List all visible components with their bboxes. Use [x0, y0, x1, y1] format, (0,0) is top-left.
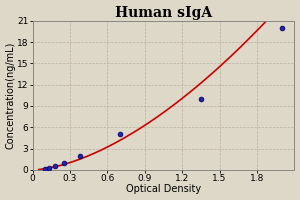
Y-axis label: Concentration(ng/mL): Concentration(ng/mL): [6, 42, 16, 149]
Point: [280, 26, 284, 29]
X-axis label: Optical Density: Optical Density: [126, 184, 201, 194]
Point: [46, 166, 51, 169]
Point: [118, 133, 122, 136]
Point: [199, 97, 203, 100]
Point: [78, 154, 82, 157]
Point: [61, 162, 66, 165]
Point: [43, 168, 47, 171]
Title: Human sIgA: Human sIgA: [115, 6, 212, 20]
Point: [53, 165, 58, 168]
